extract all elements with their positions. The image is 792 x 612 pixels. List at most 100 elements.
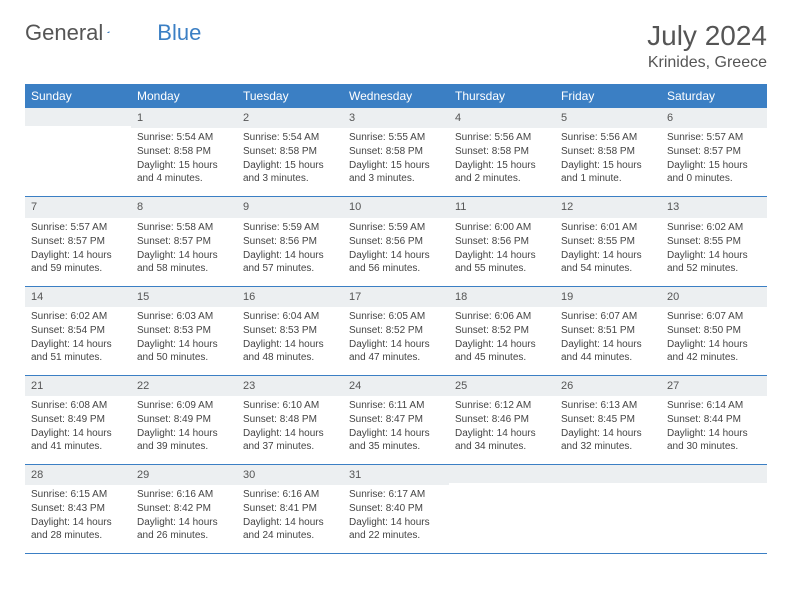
day-number: 6 <box>661 108 767 128</box>
calendar-day-cell: 17Sunrise: 6:05 AMSunset: 8:52 PMDayligh… <box>343 286 449 375</box>
day-content: Sunrise: 5:55 AMSunset: 8:58 PMDaylight:… <box>343 128 449 196</box>
calendar-day-cell: 15Sunrise: 6:03 AMSunset: 8:53 PMDayligh… <box>131 286 237 375</box>
day-number: 26 <box>555 376 661 396</box>
calendar-day-cell: 23Sunrise: 6:10 AMSunset: 8:48 PMDayligh… <box>237 375 343 464</box>
brand-general: General <box>25 20 103 46</box>
location-label: Krinides, Greece <box>647 54 767 72</box>
calendar-day-cell: 5Sunrise: 5:56 AMSunset: 8:58 PMDaylight… <box>555 108 661 197</box>
sunrise-line: Sunrise: 6:16 AM <box>243 488 337 501</box>
daylight-line: Daylight: 14 hours and 51 minutes. <box>31 338 125 364</box>
day-number: 7 <box>25 197 131 217</box>
daylight-line: Daylight: 15 hours and 3 minutes. <box>349 159 443 185</box>
calendar-day-cell: 22Sunrise: 6:09 AMSunset: 8:49 PMDayligh… <box>131 375 237 464</box>
sunrise-line: Sunrise: 6:17 AM <box>349 488 443 501</box>
daylight-line: Daylight: 14 hours and 35 minutes. <box>349 427 443 453</box>
calendar-day-cell: 29Sunrise: 6:16 AMSunset: 8:42 PMDayligh… <box>131 465 237 554</box>
weekday-header: Sunday <box>25 84 131 108</box>
day-content: Sunrise: 6:12 AMSunset: 8:46 PMDaylight:… <box>449 396 555 464</box>
sunrise-line: Sunrise: 5:55 AM <box>349 131 443 144</box>
day-number <box>555 465 661 483</box>
sunset-line: Sunset: 8:46 PM <box>455 413 549 426</box>
sunrise-line: Sunrise: 5:54 AM <box>243 131 337 144</box>
sunrise-line: Sunrise: 6:08 AM <box>31 399 125 412</box>
sunset-line: Sunset: 8:58 PM <box>137 145 231 158</box>
day-number: 16 <box>237 287 343 307</box>
daylight-line: Daylight: 14 hours and 37 minutes. <box>243 427 337 453</box>
sunrise-line: Sunrise: 6:10 AM <box>243 399 337 412</box>
sunrise-line: Sunrise: 5:56 AM <box>455 131 549 144</box>
sunset-line: Sunset: 8:40 PM <box>349 502 443 515</box>
calendar-week-row: 21Sunrise: 6:08 AMSunset: 8:49 PMDayligh… <box>25 375 767 464</box>
sunrise-line: Sunrise: 6:13 AM <box>561 399 655 412</box>
day-content: Sunrise: 6:09 AMSunset: 8:49 PMDaylight:… <box>131 396 237 464</box>
calendar-week-row: 7Sunrise: 5:57 AMSunset: 8:57 PMDaylight… <box>25 197 767 286</box>
daylight-line: Daylight: 14 hours and 28 minutes. <box>31 516 125 542</box>
day-number: 20 <box>661 287 767 307</box>
day-number: 19 <box>555 287 661 307</box>
day-content: Sunrise: 6:16 AMSunset: 8:41 PMDaylight:… <box>237 485 343 553</box>
day-number: 1 <box>131 108 237 128</box>
day-content <box>661 483 767 550</box>
daylight-line: Daylight: 14 hours and 52 minutes. <box>667 249 761 275</box>
brand-logo: General Blue <box>25 20 201 46</box>
calendar-table: Sunday Monday Tuesday Wednesday Thursday… <box>25 84 767 554</box>
day-content: Sunrise: 6:07 AMSunset: 8:51 PMDaylight:… <box>555 307 661 375</box>
day-number: 5 <box>555 108 661 128</box>
day-content: Sunrise: 6:02 AMSunset: 8:55 PMDaylight:… <box>661 218 767 286</box>
calendar-day-cell: 26Sunrise: 6:13 AMSunset: 8:45 PMDayligh… <box>555 375 661 464</box>
sunset-line: Sunset: 8:56 PM <box>455 235 549 248</box>
daylight-line: Daylight: 15 hours and 4 minutes. <box>137 159 231 185</box>
month-title: July 2024 <box>647 20 767 52</box>
sunset-line: Sunset: 8:53 PM <box>243 324 337 337</box>
brand-blue: Blue <box>157 20 201 46</box>
day-number: 12 <box>555 197 661 217</box>
day-content: Sunrise: 6:03 AMSunset: 8:53 PMDaylight:… <box>131 307 237 375</box>
day-number: 24 <box>343 376 449 396</box>
day-number: 9 <box>237 197 343 217</box>
sunrise-line: Sunrise: 6:02 AM <box>31 310 125 323</box>
day-content: Sunrise: 6:01 AMSunset: 8:55 PMDaylight:… <box>555 218 661 286</box>
weekday-header: Wednesday <box>343 84 449 108</box>
day-content: Sunrise: 5:54 AMSunset: 8:58 PMDaylight:… <box>131 128 237 196</box>
sunrise-line: Sunrise: 6:00 AM <box>455 221 549 234</box>
sunrise-line: Sunrise: 6:14 AM <box>667 399 761 412</box>
day-content: Sunrise: 6:08 AMSunset: 8:49 PMDaylight:… <box>25 396 131 464</box>
sunset-line: Sunset: 8:49 PM <box>31 413 125 426</box>
day-number: 2 <box>237 108 343 128</box>
day-content: Sunrise: 6:11 AMSunset: 8:47 PMDaylight:… <box>343 396 449 464</box>
sunrise-line: Sunrise: 6:05 AM <box>349 310 443 323</box>
calendar-day-cell: 31Sunrise: 6:17 AMSunset: 8:40 PMDayligh… <box>343 465 449 554</box>
daylight-line: Daylight: 14 hours and 39 minutes. <box>137 427 231 453</box>
sunset-line: Sunset: 8:51 PM <box>561 324 655 337</box>
day-content: Sunrise: 5:54 AMSunset: 8:58 PMDaylight:… <box>237 128 343 196</box>
day-content: Sunrise: 6:17 AMSunset: 8:40 PMDaylight:… <box>343 485 449 553</box>
day-number: 8 <box>131 197 237 217</box>
day-content: Sunrise: 6:13 AMSunset: 8:45 PMDaylight:… <box>555 396 661 464</box>
weekday-header-row: Sunday Monday Tuesday Wednesday Thursday… <box>25 84 767 108</box>
daylight-line: Daylight: 15 hours and 3 minutes. <box>243 159 337 185</box>
calendar-day-cell: 4Sunrise: 5:56 AMSunset: 8:58 PMDaylight… <box>449 108 555 197</box>
calendar-day-cell: 8Sunrise: 5:58 AMSunset: 8:57 PMDaylight… <box>131 197 237 286</box>
calendar-day-cell: 11Sunrise: 6:00 AMSunset: 8:56 PMDayligh… <box>449 197 555 286</box>
day-number: 10 <box>343 197 449 217</box>
daylight-line: Daylight: 15 hours and 2 minutes. <box>455 159 549 185</box>
sunset-line: Sunset: 8:44 PM <box>667 413 761 426</box>
sunrise-line: Sunrise: 5:57 AM <box>31 221 125 234</box>
daylight-line: Daylight: 15 hours and 0 minutes. <box>667 159 761 185</box>
daylight-line: Daylight: 14 hours and 50 minutes. <box>137 338 231 364</box>
sunset-line: Sunset: 8:48 PM <box>243 413 337 426</box>
day-content <box>555 483 661 550</box>
day-content: Sunrise: 5:56 AMSunset: 8:58 PMDaylight:… <box>449 128 555 196</box>
calendar-day-cell: 30Sunrise: 6:16 AMSunset: 8:41 PMDayligh… <box>237 465 343 554</box>
sunset-line: Sunset: 8:58 PM <box>455 145 549 158</box>
sunset-line: Sunset: 8:49 PM <box>137 413 231 426</box>
sunrise-line: Sunrise: 6:16 AM <box>137 488 231 501</box>
day-number <box>661 465 767 483</box>
sunrise-line: Sunrise: 6:03 AM <box>137 310 231 323</box>
sunset-line: Sunset: 8:55 PM <box>667 235 761 248</box>
day-number: 11 <box>449 197 555 217</box>
calendar-day-cell: 13Sunrise: 6:02 AMSunset: 8:55 PMDayligh… <box>661 197 767 286</box>
calendar-day-cell: 28Sunrise: 6:15 AMSunset: 8:43 PMDayligh… <box>25 465 131 554</box>
daylight-line: Daylight: 14 hours and 45 minutes. <box>455 338 549 364</box>
calendar-day-cell: 6Sunrise: 5:57 AMSunset: 8:57 PMDaylight… <box>661 108 767 197</box>
